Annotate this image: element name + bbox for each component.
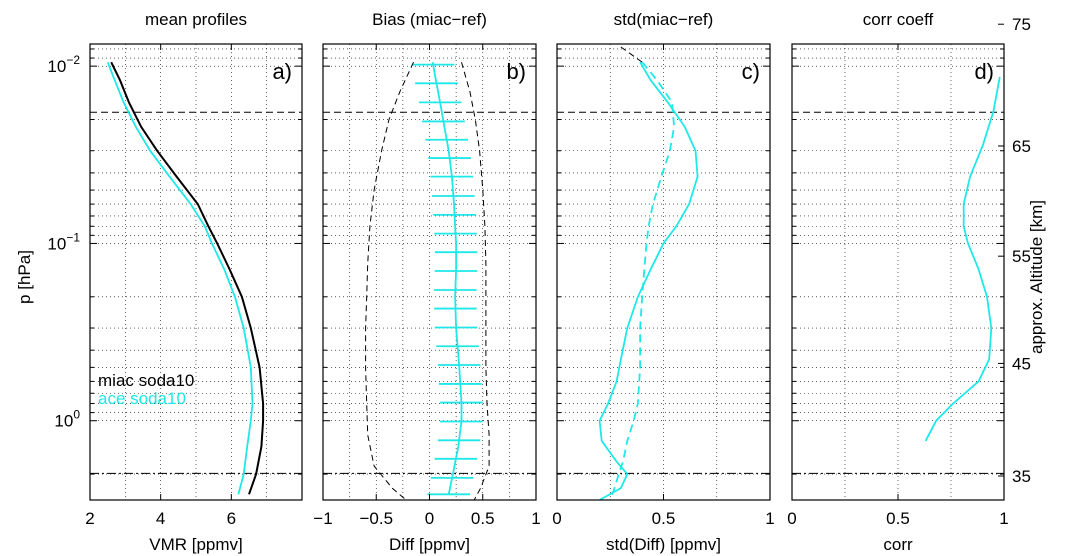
series-bias — [431, 62, 463, 495]
legend-entry: miac soda10 — [98, 371, 194, 390]
series-std-dashed — [609, 61, 676, 501]
y-tick-label: 100 — [54, 408, 80, 431]
panel-title: std(miac−ref) — [614, 10, 714, 29]
panel-1: 2 4 6 mean profiles VMR [ppmv] a) 10−2 10−1 100 m… — [47, 10, 303, 554]
x-tick-label: 2 — [85, 509, 94, 528]
series-std-black-top — [620, 46, 643, 63]
series-corr — [924, 76, 1001, 442]
x-tick-label: 0 — [787, 509, 796, 528]
x-tick-label: 1 — [765, 509, 774, 528]
x-tick-label: 0.5 — [471, 509, 495, 528]
series-miac soda10 — [110, 61, 265, 495]
y-tick-label: 10−2 — [47, 53, 80, 76]
series-envelope-left — [365, 61, 414, 501]
altitude-tick-label: 55 — [1012, 247, 1031, 266]
altitude-tick-label: 75 — [1012, 15, 1031, 34]
legend-entry: ace soda10 — [98, 389, 186, 408]
altitude-tick-label: 65 — [1012, 137, 1031, 156]
panel-title: mean profiles — [145, 10, 247, 29]
x-tick-label: 1 — [531, 509, 540, 528]
x-tick-label: 0.5 — [886, 509, 910, 528]
altitude-tick-label: 45 — [1012, 354, 1031, 373]
x-axis-label: VMR [ppmv] — [149, 535, 243, 554]
x-tick-label: 1 — [999, 509, 1008, 528]
altitude-tick-label: 35 — [1012, 467, 1031, 486]
ylabel-left: p [hPa] — [15, 250, 34, 304]
series-envelope-right — [461, 62, 490, 501]
panel-2: −1 −0.5 0 0.5 1 Bias (miac−ref) Diff [ppmv] b) — [313, 10, 540, 554]
x-axis-label: Diff [ppmv] — [389, 535, 470, 554]
panel-4: 0 0.5 1 corr coeff corr d) 35 45 55 65 75 — [787, 10, 1031, 554]
ylabel-right: approx. Altitude [km] — [1027, 200, 1046, 354]
panel-3: 0 0.5 1 std(miac−ref) std(Diff) [ppmv] c) — [552, 10, 774, 554]
x-tick-label: 6 — [227, 509, 236, 528]
panel-letter: d) — [974, 59, 994, 84]
x-axis-label: corr — [883, 535, 913, 554]
panel-letter: b) — [506, 59, 526, 84]
series-ace soda10 — [106, 61, 254, 495]
x-tick-label: 0.5 — [652, 509, 676, 528]
panel-title: Bias (miac−ref) — [372, 10, 487, 29]
panel-letter: c) — [742, 59, 760, 84]
panel-title: corr coeff — [863, 10, 934, 29]
x-axis-label: std(Diff) [ppmv] — [606, 535, 721, 554]
x-tick-label: −0.5 — [359, 509, 393, 528]
x-tick-label: 4 — [156, 509, 165, 528]
panel-letter: a) — [272, 59, 292, 84]
x-tick-label: 0 — [552, 509, 561, 528]
axes-box — [89, 43, 303, 501]
x-tick-label: −1 — [313, 509, 332, 528]
series-std-solid — [598, 61, 699, 501]
y-tick-label: 10−1 — [47, 230, 80, 253]
x-tick-label: 0 — [425, 509, 434, 528]
